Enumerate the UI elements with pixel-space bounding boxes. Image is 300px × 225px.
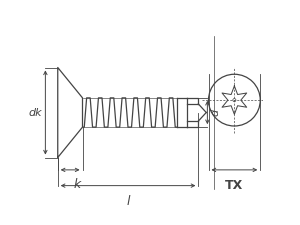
Text: k: k (73, 178, 80, 191)
Text: TX: TX (225, 179, 244, 192)
Text: l: l (126, 195, 130, 208)
Text: d: d (210, 109, 220, 116)
Text: dk: dk (28, 108, 42, 117)
